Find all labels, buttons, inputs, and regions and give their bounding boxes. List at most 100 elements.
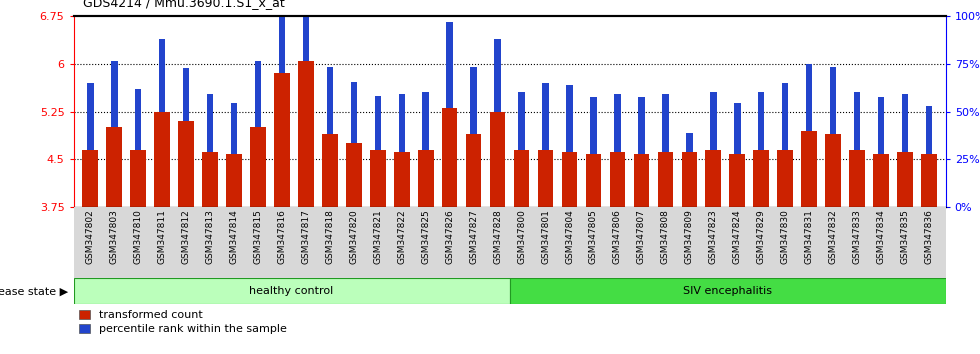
Bar — [734, 103, 741, 154]
Bar — [802, 131, 817, 207]
Bar — [638, 97, 645, 154]
Text: GSM347814: GSM347814 — [229, 209, 238, 264]
Bar — [729, 154, 745, 207]
Bar — [230, 103, 237, 154]
Text: GSM347820: GSM347820 — [349, 209, 359, 264]
Legend: transformed count, percentile rank within the sample: transformed count, percentile rank withi… — [79, 310, 287, 334]
Bar — [107, 127, 122, 207]
Bar — [681, 152, 697, 207]
Bar — [758, 92, 764, 150]
Bar — [921, 154, 937, 207]
Text: GSM347801: GSM347801 — [541, 209, 550, 264]
Bar — [298, 61, 314, 207]
Text: GSM347829: GSM347829 — [757, 209, 765, 264]
Text: GSM347825: GSM347825 — [421, 209, 430, 264]
Bar — [326, 67, 333, 134]
Text: GSM347826: GSM347826 — [445, 209, 454, 264]
Bar — [897, 152, 912, 207]
Bar — [542, 83, 549, 150]
Bar — [658, 152, 673, 207]
Text: GSM347809: GSM347809 — [685, 209, 694, 264]
Bar — [155, 112, 170, 207]
FancyBboxPatch shape — [74, 278, 510, 304]
Text: disease state ▶: disease state ▶ — [0, 286, 69, 296]
Bar — [466, 134, 481, 207]
Bar — [562, 152, 577, 207]
FancyBboxPatch shape — [510, 278, 946, 304]
Bar — [777, 150, 793, 207]
Bar — [850, 150, 864, 207]
Text: GSM347827: GSM347827 — [469, 209, 478, 264]
Bar — [135, 88, 141, 150]
Bar — [825, 134, 841, 207]
Text: GSM347823: GSM347823 — [709, 209, 717, 264]
Bar — [394, 152, 410, 207]
Bar — [370, 150, 385, 207]
Bar — [706, 150, 721, 207]
Text: GSM347808: GSM347808 — [661, 209, 670, 264]
Bar — [351, 82, 357, 143]
Text: GSM347824: GSM347824 — [733, 209, 742, 264]
Text: GSM347832: GSM347832 — [828, 209, 838, 264]
Text: GSM347834: GSM347834 — [876, 209, 886, 264]
Text: healthy control: healthy control — [250, 286, 333, 296]
Text: GSM347831: GSM347831 — [805, 209, 813, 264]
Text: GSM347818: GSM347818 — [325, 209, 334, 264]
Text: GSM347802: GSM347802 — [86, 209, 95, 264]
Bar — [255, 61, 262, 127]
Text: GSM347816: GSM347816 — [277, 209, 286, 264]
Bar — [374, 96, 381, 150]
Bar — [806, 64, 812, 131]
Bar — [830, 67, 836, 134]
Bar — [82, 150, 98, 207]
Bar — [662, 94, 668, 152]
Bar — [782, 83, 789, 150]
Bar — [754, 150, 769, 207]
Bar — [710, 92, 716, 150]
Text: GSM347821: GSM347821 — [373, 209, 382, 264]
Bar — [854, 92, 860, 150]
Bar — [514, 150, 529, 207]
Bar — [417, 150, 433, 207]
Bar — [873, 154, 889, 207]
Bar — [926, 107, 932, 154]
Bar — [614, 94, 620, 152]
Bar — [346, 143, 362, 207]
Bar — [590, 97, 597, 154]
Text: GSM347806: GSM347806 — [612, 209, 622, 264]
Bar — [322, 134, 338, 207]
Text: GSM347835: GSM347835 — [901, 209, 909, 264]
Text: GSM347815: GSM347815 — [254, 209, 263, 264]
Text: GSM347807: GSM347807 — [637, 209, 646, 264]
Bar — [566, 85, 572, 152]
Text: GSM347817: GSM347817 — [302, 209, 311, 264]
Text: GSM347828: GSM347828 — [493, 209, 502, 264]
Text: GSM347811: GSM347811 — [158, 209, 167, 264]
Bar — [447, 22, 453, 108]
Bar — [183, 68, 189, 121]
Text: GSM347836: GSM347836 — [924, 209, 933, 264]
Text: GSM347805: GSM347805 — [589, 209, 598, 264]
Bar — [422, 92, 429, 150]
Bar — [130, 150, 146, 207]
Text: GSM347810: GSM347810 — [133, 209, 143, 264]
Text: GDS4214 / Mmu.3690.1.S1_x_at: GDS4214 / Mmu.3690.1.S1_x_at — [83, 0, 285, 9]
Bar — [586, 154, 602, 207]
Bar — [538, 150, 554, 207]
Bar — [159, 39, 166, 112]
Text: SIV encephalitis: SIV encephalitis — [683, 286, 772, 296]
Bar — [634, 154, 649, 207]
Text: GSM347833: GSM347833 — [853, 209, 861, 264]
Bar — [178, 121, 194, 207]
Bar — [87, 83, 93, 150]
Bar — [610, 152, 625, 207]
Bar — [278, 0, 285, 73]
Bar — [878, 97, 884, 154]
Bar — [490, 112, 506, 207]
Text: GSM347830: GSM347830 — [781, 209, 790, 264]
Bar — [494, 39, 501, 112]
Text: GSM347804: GSM347804 — [565, 209, 574, 264]
Bar — [207, 94, 214, 152]
Bar — [250, 127, 266, 207]
Text: GSM347813: GSM347813 — [206, 209, 215, 264]
